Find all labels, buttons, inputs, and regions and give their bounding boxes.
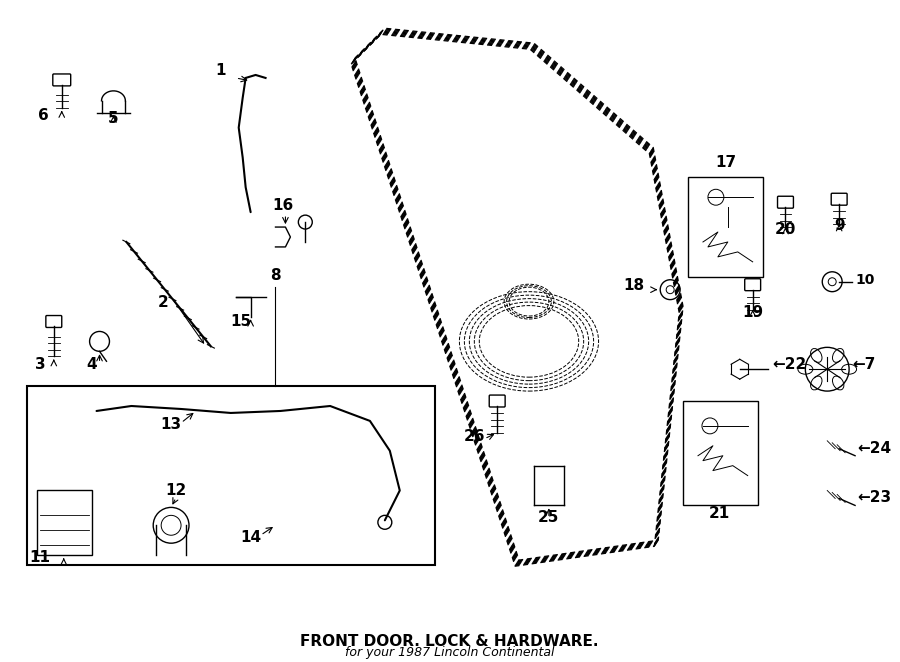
Text: for your 1987 Lincoln Continental: for your 1987 Lincoln Continental bbox=[345, 646, 554, 659]
FancyBboxPatch shape bbox=[46, 316, 62, 328]
Text: 11: 11 bbox=[30, 550, 50, 565]
Text: ←7: ←7 bbox=[852, 357, 876, 372]
Text: 4: 4 bbox=[86, 357, 97, 372]
Text: ←22: ←22 bbox=[772, 357, 806, 372]
Bar bbox=[27, 386, 435, 565]
Text: 25: 25 bbox=[538, 510, 560, 526]
Circle shape bbox=[661, 280, 680, 300]
Circle shape bbox=[90, 332, 110, 352]
Text: 14: 14 bbox=[240, 530, 261, 545]
Text: 6: 6 bbox=[39, 108, 50, 122]
Text: 12: 12 bbox=[166, 483, 186, 498]
Bar bbox=[688, 177, 762, 277]
FancyBboxPatch shape bbox=[53, 74, 71, 86]
Text: 2: 2 bbox=[158, 295, 168, 310]
Text: 21: 21 bbox=[709, 506, 731, 522]
Text: 13: 13 bbox=[160, 417, 182, 432]
FancyBboxPatch shape bbox=[832, 193, 847, 205]
Circle shape bbox=[806, 348, 849, 391]
Text: 16: 16 bbox=[272, 198, 293, 213]
Circle shape bbox=[378, 515, 392, 530]
Text: 3: 3 bbox=[34, 357, 45, 372]
Text: ←24: ←24 bbox=[857, 441, 891, 455]
Circle shape bbox=[153, 507, 189, 544]
Bar bbox=[37, 491, 92, 555]
Bar bbox=[683, 401, 758, 505]
Text: 17: 17 bbox=[716, 156, 736, 170]
Text: FRONT DOOR. LOCK & HARDWARE.: FRONT DOOR. LOCK & HARDWARE. bbox=[301, 634, 598, 649]
Circle shape bbox=[823, 272, 842, 292]
Text: 5: 5 bbox=[108, 111, 119, 126]
Text: 9: 9 bbox=[833, 218, 844, 233]
Text: 18: 18 bbox=[623, 277, 644, 293]
Text: 10: 10 bbox=[855, 273, 875, 287]
Text: 19: 19 bbox=[742, 305, 763, 320]
FancyBboxPatch shape bbox=[744, 279, 760, 291]
Text: 20: 20 bbox=[775, 222, 796, 237]
FancyBboxPatch shape bbox=[490, 395, 505, 407]
Text: 26: 26 bbox=[464, 429, 485, 444]
Circle shape bbox=[299, 215, 312, 229]
Text: 1: 1 bbox=[216, 63, 226, 78]
Text: 15: 15 bbox=[230, 314, 251, 330]
Text: 8: 8 bbox=[270, 267, 281, 283]
Text: ←23: ←23 bbox=[857, 491, 891, 505]
FancyBboxPatch shape bbox=[778, 196, 794, 208]
